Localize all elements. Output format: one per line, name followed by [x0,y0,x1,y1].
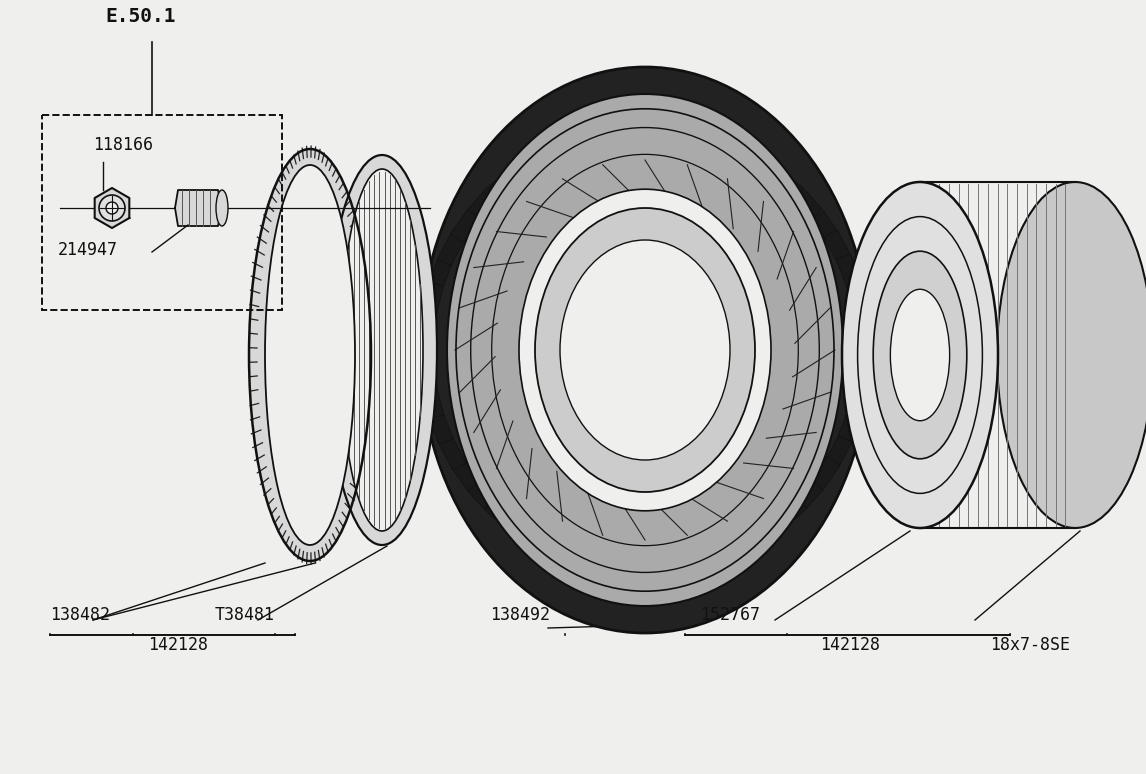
Polygon shape [659,124,684,142]
Polygon shape [527,530,560,557]
Text: 118166: 118166 [93,136,154,154]
Polygon shape [811,211,839,241]
Polygon shape [503,515,539,545]
Polygon shape [419,335,434,365]
Text: T38481: T38481 [215,606,275,624]
Polygon shape [824,230,853,267]
Polygon shape [707,134,738,158]
Polygon shape [429,411,453,444]
Ellipse shape [99,195,125,221]
Text: 138492: 138492 [490,606,550,624]
Polygon shape [574,126,611,149]
Polygon shape [751,154,787,186]
Ellipse shape [342,169,423,531]
Polygon shape [484,170,517,203]
Polygon shape [809,457,840,491]
Text: E.50.1: E.50.1 [105,7,175,26]
Polygon shape [772,498,807,529]
Ellipse shape [535,208,755,492]
Polygon shape [603,124,635,142]
Polygon shape [847,387,868,418]
Polygon shape [837,254,862,291]
Text: 142128: 142128 [821,636,880,654]
Polygon shape [601,557,636,577]
Text: 214947: 214947 [58,241,118,259]
Polygon shape [853,364,871,389]
Polygon shape [450,457,480,491]
Polygon shape [552,543,582,566]
Polygon shape [628,124,662,139]
Polygon shape [175,190,222,226]
Polygon shape [419,310,437,337]
Ellipse shape [105,202,118,214]
Ellipse shape [419,67,870,633]
Polygon shape [794,480,823,509]
Ellipse shape [873,252,967,459]
Ellipse shape [249,149,371,561]
Text: 152767: 152767 [700,606,760,624]
Polygon shape [437,433,466,470]
Polygon shape [825,436,851,467]
Text: 18x7-8SE: 18x7-8SE [990,636,1070,654]
Polygon shape [422,283,444,313]
Polygon shape [856,336,871,364]
Polygon shape [438,231,465,266]
Ellipse shape [997,182,1146,528]
Polygon shape [838,413,861,441]
Polygon shape [527,143,559,170]
Ellipse shape [519,189,771,511]
Polygon shape [795,191,822,219]
Polygon shape [468,191,495,219]
Polygon shape [753,515,785,544]
Polygon shape [732,144,761,169]
Polygon shape [450,209,480,242]
Ellipse shape [447,94,843,606]
Polygon shape [485,498,516,529]
Polygon shape [550,133,586,159]
Ellipse shape [560,240,730,460]
Polygon shape [468,481,495,509]
Ellipse shape [890,289,950,421]
Polygon shape [730,530,763,557]
Polygon shape [847,283,868,313]
Ellipse shape [842,182,998,528]
Polygon shape [418,358,438,394]
Polygon shape [578,552,609,573]
Polygon shape [422,386,444,419]
Text: 142128: 142128 [148,636,209,654]
Polygon shape [657,558,686,576]
Bar [42,115,282,310]
Polygon shape [680,551,715,574]
Ellipse shape [327,155,437,545]
Polygon shape [775,173,804,200]
Ellipse shape [265,165,355,545]
Polygon shape [628,561,662,576]
Polygon shape [707,543,738,567]
Polygon shape [853,308,871,340]
Polygon shape [505,156,536,184]
Polygon shape [95,188,129,228]
Text: 138482: 138482 [50,606,110,624]
Polygon shape [681,127,714,149]
Ellipse shape [215,190,228,226]
Polygon shape [430,259,452,286]
